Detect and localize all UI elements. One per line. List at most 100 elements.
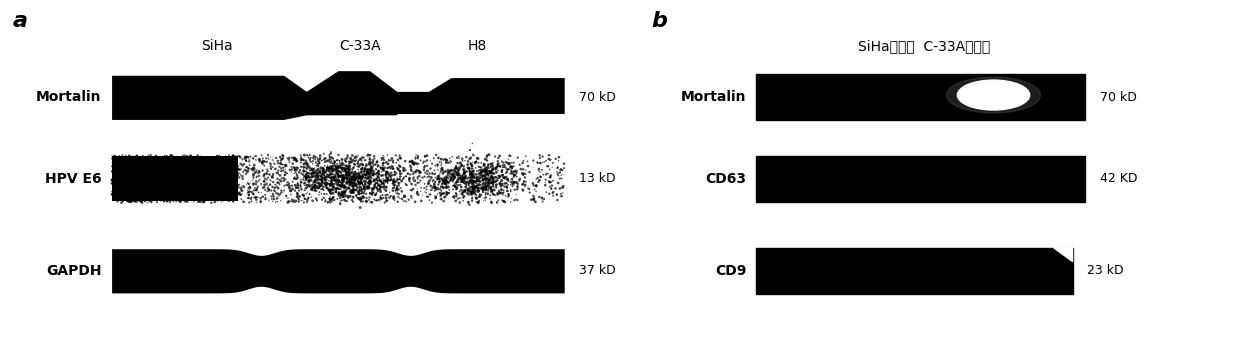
- Point: [440, 155, 460, 161]
- Point: [206, 182, 226, 188]
- Point: [149, 190, 169, 195]
- Point: [453, 158, 472, 164]
- Point: [512, 182, 532, 187]
- Point: [120, 165, 140, 170]
- Point: [346, 187, 366, 193]
- Point: [126, 184, 146, 190]
- Point: [327, 169, 347, 175]
- Point: [120, 199, 140, 205]
- Point: [117, 181, 136, 187]
- Point: [246, 188, 265, 193]
- Point: [320, 182, 340, 187]
- Point: [331, 165, 351, 171]
- Point: [311, 165, 331, 171]
- Point: [460, 185, 480, 190]
- Point: [353, 173, 373, 178]
- Point: [197, 167, 217, 173]
- Point: [295, 196, 315, 201]
- Point: [353, 199, 373, 204]
- Point: [377, 178, 397, 183]
- Point: [482, 167, 502, 172]
- Point: [135, 198, 155, 204]
- Point: [471, 185, 491, 191]
- Point: [497, 188, 517, 194]
- Point: [456, 184, 476, 190]
- Point: [448, 160, 467, 166]
- Point: [200, 182, 219, 187]
- Point: [119, 180, 139, 185]
- Point: [335, 175, 355, 181]
- Point: [492, 169, 512, 174]
- Point: [156, 173, 176, 179]
- Point: [451, 184, 471, 190]
- Point: [140, 166, 160, 172]
- Point: [150, 186, 170, 192]
- Point: [155, 182, 175, 188]
- Point: [352, 199, 372, 204]
- Point: [339, 178, 358, 184]
- Point: [379, 189, 399, 195]
- Point: [166, 162, 186, 168]
- Point: [138, 169, 157, 174]
- Point: [224, 164, 244, 170]
- Point: [206, 160, 226, 166]
- Point: [224, 176, 244, 181]
- Point: [393, 167, 413, 173]
- Point: [360, 171, 379, 177]
- Point: [474, 162, 494, 168]
- Point: [136, 155, 156, 161]
- Point: [408, 192, 428, 198]
- Point: [310, 186, 330, 192]
- Point: [445, 172, 465, 177]
- Point: [281, 183, 301, 189]
- Point: [139, 162, 159, 168]
- Point: [133, 195, 153, 201]
- Point: [337, 169, 357, 175]
- Point: [156, 159, 176, 165]
- Point: [362, 199, 382, 205]
- Point: [109, 184, 129, 190]
- Point: [446, 186, 466, 192]
- Point: [319, 168, 339, 174]
- Point: [357, 162, 377, 167]
- Point: [226, 154, 246, 159]
- Point: [455, 187, 475, 193]
- Point: [331, 183, 351, 188]
- Point: [223, 199, 243, 205]
- Point: [325, 159, 345, 164]
- Point: [506, 172, 526, 177]
- Point: [125, 193, 145, 199]
- Point: [212, 191, 232, 196]
- Point: [322, 161, 342, 166]
- Point: [531, 155, 551, 161]
- Point: [350, 162, 370, 167]
- Point: [348, 191, 368, 196]
- Point: [475, 186, 495, 192]
- Point: [303, 182, 322, 187]
- Point: [148, 185, 167, 191]
- Point: [373, 160, 393, 166]
- Point: [122, 191, 141, 197]
- Point: [454, 169, 474, 175]
- Point: [303, 166, 322, 172]
- Point: [373, 172, 393, 178]
- Point: [476, 157, 496, 163]
- Point: [408, 176, 428, 182]
- Point: [246, 169, 265, 175]
- Point: [361, 181, 381, 187]
- Point: [466, 183, 486, 189]
- Point: [107, 166, 126, 172]
- Point: [182, 188, 202, 194]
- Point: [350, 181, 370, 187]
- Point: [159, 184, 179, 190]
- Point: [529, 194, 549, 200]
- Point: [306, 196, 326, 201]
- Point: [433, 181, 453, 187]
- Point: [166, 182, 186, 187]
- Point: [480, 177, 500, 182]
- Point: [342, 176, 362, 181]
- Point: [379, 171, 399, 177]
- Point: [113, 154, 133, 160]
- Point: [193, 198, 213, 203]
- Point: [176, 180, 196, 186]
